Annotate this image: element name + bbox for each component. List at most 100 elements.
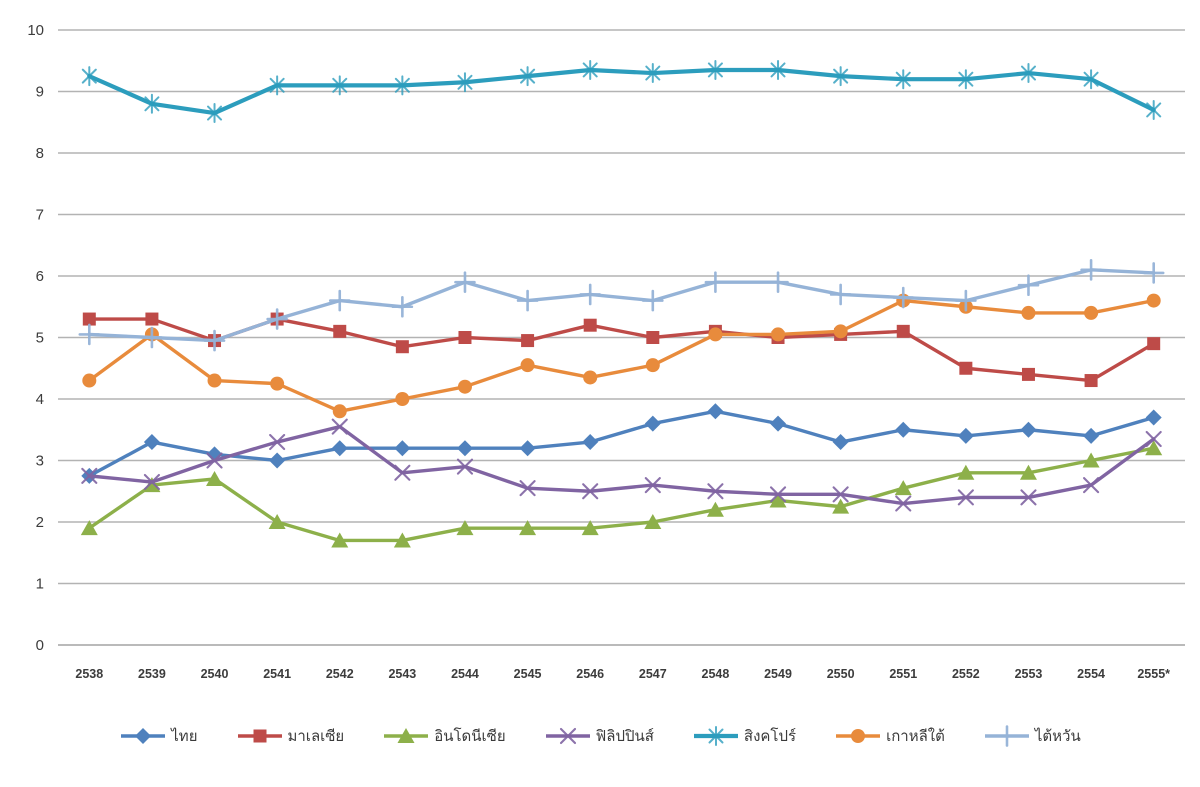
legend-label-thailand: ไทย bbox=[171, 728, 198, 745]
triangle-marker-icon bbox=[456, 520, 474, 536]
x-tick-label: 2546 bbox=[576, 667, 604, 681]
asterisk-marker-icon bbox=[708, 728, 724, 744]
asterisk-marker-icon bbox=[582, 62, 598, 78]
asterisk-marker-icon bbox=[770, 62, 786, 78]
diamond-marker-icon bbox=[331, 440, 348, 457]
diamond-marker-icon bbox=[770, 415, 787, 432]
circle-marker-icon bbox=[708, 327, 723, 342]
diamond-marker-icon bbox=[832, 434, 849, 451]
legend-item-singapore: สิงคโปร์ bbox=[692, 723, 796, 749]
series-line-indonesia bbox=[87, 446, 1156, 543]
x-tick-label: 2548 bbox=[702, 667, 730, 681]
triangle-marker-icon bbox=[331, 532, 349, 548]
x-marker-icon bbox=[1145, 430, 1162, 448]
legend-label-taiwan: ไต้หวัน bbox=[1034, 728, 1081, 745]
series-line-taiwan bbox=[87, 268, 1156, 343]
triangle-marker-icon bbox=[397, 728, 415, 743]
diamond-marker-icon bbox=[143, 434, 160, 451]
diamond-marker-icon bbox=[1145, 409, 1162, 426]
circle-marker-icon bbox=[1021, 305, 1036, 320]
x-tick-label: 2555* bbox=[1137, 667, 1170, 681]
series-line-singapore bbox=[87, 67, 1156, 116]
series-line-south-korea bbox=[87, 298, 1156, 413]
asterisk-marker-icon bbox=[833, 68, 849, 84]
square-marker-icon bbox=[896, 324, 910, 338]
x-tick-label: 2549 bbox=[764, 667, 792, 681]
diamond-marker-icon bbox=[707, 403, 724, 420]
circle-marker-icon bbox=[851, 729, 866, 743]
x-marker-icon bbox=[269, 433, 286, 451]
x-marker-icon bbox=[769, 486, 787, 503]
triangle-marker-icon bbox=[769, 492, 787, 508]
triangle-marker-icon bbox=[206, 470, 224, 486]
y-tick-label: 6 bbox=[36, 268, 44, 285]
y-axis-labels: 0 1 2 3 4 5 6 7 8 9 10 bbox=[27, 22, 44, 654]
diamond-marker-icon bbox=[135, 728, 152, 744]
x-marker-icon bbox=[143, 473, 160, 491]
asterisk-marker-icon bbox=[394, 77, 410, 93]
triangle-marker-icon bbox=[268, 514, 286, 529]
x-tick-label: 2551 bbox=[889, 667, 917, 681]
legend-swatch-malaysia bbox=[237, 729, 282, 743]
square-marker-icon bbox=[1084, 374, 1098, 388]
x-marker-icon bbox=[331, 418, 348, 435]
series-taiwan bbox=[78, 259, 1165, 352]
triangle-marker-icon bbox=[644, 514, 662, 529]
legend-item-south-korea: เกาหลีใต้ bbox=[834, 723, 945, 749]
legend-label-singapore: สิงคโปร์ bbox=[743, 728, 797, 745]
diamond-marker-icon bbox=[1083, 427, 1100, 444]
x-marker-icon bbox=[957, 489, 974, 506]
x-marker-icon bbox=[206, 452, 223, 469]
asterisk-marker-icon bbox=[81, 68, 97, 84]
circle-marker-icon bbox=[207, 373, 222, 388]
y-tick-label: 5 bbox=[36, 330, 44, 347]
x-marker-icon bbox=[895, 495, 912, 512]
triangle-marker-icon bbox=[1145, 440, 1163, 456]
circle-marker-icon bbox=[395, 392, 410, 406]
x-marker-icon bbox=[394, 464, 411, 481]
legend-item-malaysia: มาเลเซีย bbox=[236, 723, 344, 749]
triangle-marker-icon bbox=[581, 520, 599, 536]
circle-marker-icon bbox=[1084, 305, 1099, 320]
triangle-marker-icon bbox=[1082, 452, 1100, 468]
x-marker-icon bbox=[519, 480, 536, 497]
circle-marker-icon bbox=[833, 324, 848, 339]
circle-marker-icon bbox=[270, 376, 285, 391]
asterisk-marker-icon bbox=[708, 726, 724, 746]
x-marker-icon bbox=[832, 486, 849, 503]
square-marker-icon bbox=[253, 729, 266, 743]
triangle-marker-icon bbox=[832, 498, 850, 514]
asterisk-marker-icon bbox=[707, 62, 723, 78]
series-malaysia bbox=[82, 312, 1161, 388]
y-tick-label: 2 bbox=[36, 514, 44, 531]
legend-label-south-korea: เกาหลีใต้ bbox=[886, 728, 945, 745]
square-marker-icon bbox=[253, 729, 266, 743]
asterisk-marker-icon bbox=[895, 71, 911, 87]
y-tick-label: 4 bbox=[36, 391, 44, 408]
circle-marker-icon bbox=[771, 327, 786, 342]
x-marker-icon bbox=[81, 467, 98, 484]
x-tick-label: 2544 bbox=[451, 667, 479, 681]
diamond-marker-icon bbox=[895, 421, 912, 438]
x-marker-icon bbox=[456, 458, 474, 475]
asterisk-marker-icon bbox=[520, 68, 536, 84]
asterisk-marker-icon bbox=[645, 65, 661, 81]
x-tick-label: 2542 bbox=[326, 667, 354, 681]
legend-item-indonesia: อินโดนีเซีย bbox=[382, 723, 506, 749]
series-south-korea bbox=[82, 293, 1161, 419]
asterisk-marker-icon bbox=[332, 77, 348, 93]
square-marker-icon bbox=[959, 361, 973, 375]
asterisk-marker-icon bbox=[1146, 102, 1162, 118]
square-marker-icon bbox=[458, 331, 472, 344]
x-marker-icon bbox=[559, 727, 576, 745]
square-marker-icon bbox=[521, 334, 535, 348]
diamond-marker-icon bbox=[519, 440, 536, 457]
triangle-marker-icon bbox=[894, 480, 912, 496]
circle-marker-icon bbox=[645, 358, 660, 373]
triangle-marker-icon bbox=[80, 520, 98, 536]
triangle-marker-icon bbox=[706, 501, 724, 517]
series-philippines bbox=[81, 418, 1162, 512]
x-tick-label: 2545 bbox=[514, 667, 542, 681]
x-marker-icon bbox=[644, 477, 661, 494]
circle-marker-icon bbox=[851, 729, 866, 743]
